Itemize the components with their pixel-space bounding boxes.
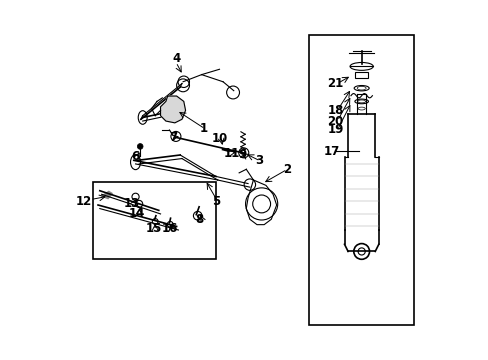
Text: 21: 21 xyxy=(327,77,343,90)
Text: 7: 7 xyxy=(169,131,177,144)
Text: 3: 3 xyxy=(254,154,263,167)
Text: 2: 2 xyxy=(283,163,291,176)
Text: 10: 10 xyxy=(211,132,227,145)
Text: 18: 18 xyxy=(327,104,343,117)
Polygon shape xyxy=(160,96,185,123)
Circle shape xyxy=(137,144,143,149)
Text: 11: 11 xyxy=(224,147,240,160)
Text: 5: 5 xyxy=(211,195,220,208)
Text: 16: 16 xyxy=(161,222,177,235)
Text: 9: 9 xyxy=(238,148,246,162)
Text: 8: 8 xyxy=(195,213,203,226)
Text: 4: 4 xyxy=(172,52,181,65)
Bar xyxy=(354,72,367,78)
Text: 17: 17 xyxy=(323,145,340,158)
Bar xyxy=(93,182,216,258)
Text: 20: 20 xyxy=(327,114,343,127)
Text: 12: 12 xyxy=(76,195,92,208)
Bar xyxy=(308,35,413,325)
Text: 19: 19 xyxy=(327,123,343,136)
Text: 6: 6 xyxy=(131,150,140,163)
Text: 15: 15 xyxy=(145,222,161,235)
Text: 1: 1 xyxy=(199,122,207,135)
Text: 13: 13 xyxy=(123,197,140,210)
Text: 14: 14 xyxy=(129,207,145,220)
Polygon shape xyxy=(102,192,112,199)
